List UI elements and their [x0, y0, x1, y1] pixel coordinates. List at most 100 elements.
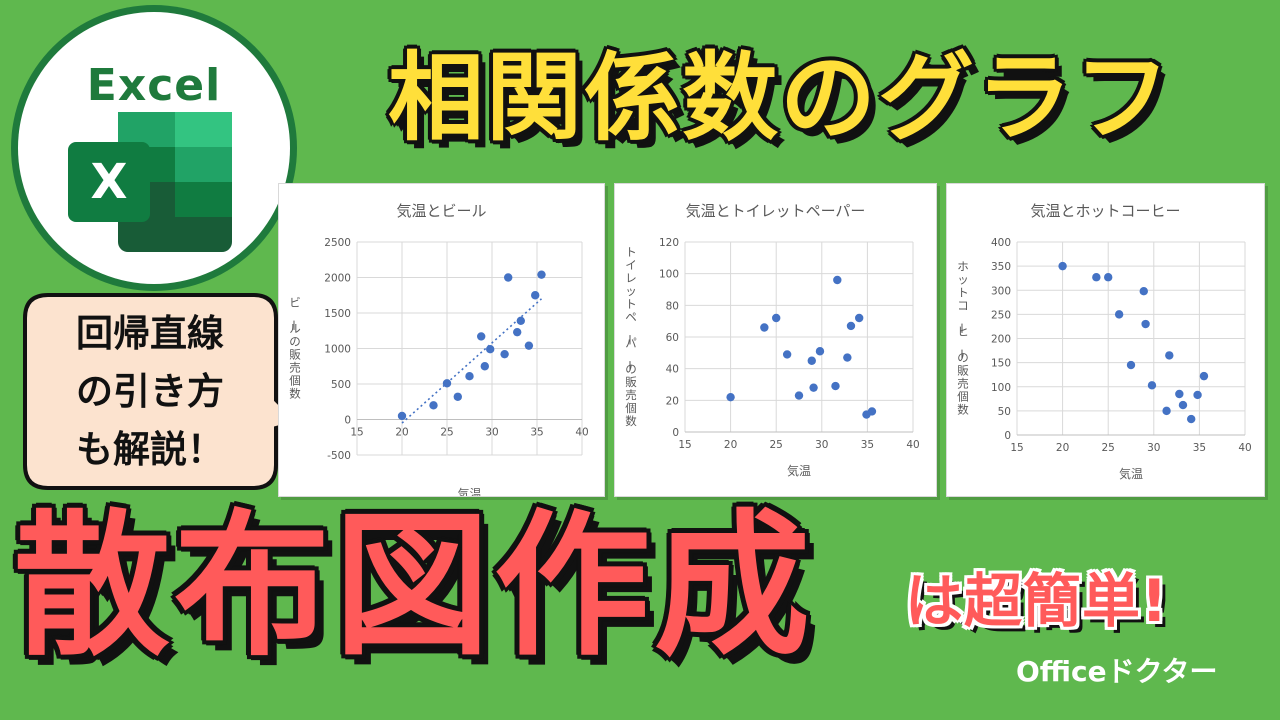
- x-tick-label: 35: [1193, 442, 1206, 454]
- data-point: [453, 392, 462, 401]
- excel-icon: X: [68, 112, 232, 252]
- data-point: [537, 270, 546, 279]
- data-point: [782, 350, 792, 359]
- data-point: [807, 356, 816, 365]
- y-tick-label: 0: [344, 415, 351, 427]
- x-tick-label: 35: [861, 439, 874, 451]
- x-axis-title: 気温: [1119, 466, 1143, 481]
- data-point: [1092, 273, 1101, 282]
- y-tick-label: 200: [991, 334, 1011, 346]
- x-tick-label: 25: [1102, 442, 1115, 454]
- x-tick-label: 20: [395, 427, 408, 439]
- chart-card-hot-coffee: 気温とホットコーヒー 0 50 100 150 200 250 300 350 400 15 20 25…: [946, 183, 1265, 497]
- y-tick-label: 2500: [324, 237, 351, 249]
- x-tick-label: 30: [815, 439, 828, 451]
- data-point: [504, 273, 513, 282]
- callout-line-2: の引き方: [76, 370, 224, 413]
- data-point: [1175, 389, 1184, 399]
- y-tick-label: 60: [666, 332, 679, 344]
- x-tick-label: 20: [724, 439, 737, 451]
- data-point: [1178, 400, 1188, 410]
- data-point: [809, 383, 818, 392]
- data-point: [831, 381, 840, 391]
- chart-card-toilet-paper: 気温とトイレットペーパー 0 20 40 60 80 100 120 15 20 25 30 35 40 気…: [614, 183, 937, 497]
- data-point: [815, 347, 825, 356]
- data-point: [867, 407, 877, 416]
- excel-logo-word: Excel: [86, 60, 222, 111]
- data-point: [1114, 310, 1124, 319]
- y-tick-label: 100: [991, 382, 1011, 394]
- scatter-chart-toilet-paper: 気温とトイレットペーパー 0 20 40 60 80 100 120 15 20 25 30 35 40 気…: [622, 202, 919, 478]
- y-tick-label: 0: [672, 427, 679, 439]
- x-axis-title: 気温: [787, 463, 811, 478]
- data-point: [1141, 319, 1150, 329]
- scatter-chart-hot-coffee: 気温とホットコーヒー 0 50 100 150 200 250 300 350 400 15 20 25…: [954, 202, 1251, 481]
- data-point: [794, 391, 804, 400]
- x-tick-label: 15: [350, 427, 363, 439]
- data-point: [429, 401, 438, 410]
- data-point: [486, 345, 495, 354]
- data-point: [854, 313, 864, 323]
- data-point: [442, 379, 452, 388]
- data-point: [477, 332, 486, 341]
- data-point: [480, 362, 489, 371]
- callout-bubble: 回帰直線 の引き方 も解説！: [23, 293, 302, 490]
- chart-card-beer: 気温とビール -500 0 500 1000 1500 2000 2500 15 20 25 30 35…: [278, 183, 605, 497]
- y-tick-label: 250: [991, 309, 1011, 321]
- subhead: は超簡単!: [905, 567, 1169, 635]
- data-point: [843, 353, 852, 362]
- x-tick-label: 30: [485, 427, 498, 439]
- data-point: [726, 392, 735, 402]
- data-point: [772, 313, 781, 323]
- scatter-chart-beer: 気温とビール -500 0 500 1000 1500 2000 2500 15 20 25 30 35…: [286, 202, 588, 496]
- data-point: [760, 323, 769, 332]
- data-point: [524, 341, 534, 350]
- x-tick-label: 40: [575, 427, 588, 439]
- data-point: [1058, 261, 1067, 271]
- data-point: [513, 327, 522, 337]
- y-tick-label: -500: [327, 450, 351, 462]
- data-point: [1104, 273, 1113, 282]
- data-point: [397, 411, 407, 421]
- headline: 散布図作成: [14, 495, 814, 677]
- y-tick-label: 40: [666, 364, 679, 376]
- excel-logo: Excel X: [18, 12, 290, 284]
- y-tick-label: 20: [666, 395, 679, 407]
- chart-title: 気温とホットコーヒー: [1030, 202, 1180, 220]
- data-point: [1126, 360, 1136, 370]
- y-tick-label: 150: [991, 358, 1011, 370]
- data-point: [531, 291, 540, 300]
- data-point: [516, 316, 525, 326]
- data-point: [833, 275, 842, 285]
- x-tick-label: 25: [440, 427, 453, 439]
- x-axis-title: 気温: [457, 486, 481, 496]
- data-point: [500, 349, 509, 359]
- chart-title: 気温とビール: [396, 202, 486, 220]
- y-axis-title: トイレットペーパーの販売個数: [622, 245, 637, 428]
- y-tick-label: 0: [1004, 430, 1011, 442]
- x-tick-label: 20: [1056, 442, 1069, 454]
- y-tick-label: 50: [998, 406, 1011, 418]
- x-tick-label: 30: [1147, 442, 1160, 454]
- x-tick-label: 15: [1010, 442, 1023, 454]
- callout-line-3: も解説！: [76, 428, 224, 471]
- y-axis-title: ビールの販売個数: [286, 296, 301, 401]
- data-point: [465, 371, 474, 381]
- data-point: [1147, 381, 1157, 390]
- callout-line-1: 回帰直線: [76, 312, 224, 355]
- data-point: [1165, 351, 1174, 360]
- x-tick-label: 40: [906, 439, 919, 451]
- y-tick-label: 400: [991, 237, 1011, 249]
- y-tick-label: 120: [659, 237, 679, 249]
- data-point: [1162, 406, 1171, 416]
- x-tick-label: 25: [770, 439, 783, 451]
- x-tick-label: 35: [530, 427, 543, 439]
- data-point: [1199, 371, 1209, 381]
- y-axis-title: ホットコーヒーの販売個数: [954, 260, 969, 417]
- data-point: [1139, 287, 1148, 296]
- y-tick-label: 1500: [324, 308, 351, 320]
- y-tick-label: 2000: [324, 273, 351, 285]
- y-tick-label: 100: [659, 269, 679, 281]
- y-tick-label: 1000: [324, 344, 351, 356]
- x-tick-label: 40: [1238, 442, 1251, 454]
